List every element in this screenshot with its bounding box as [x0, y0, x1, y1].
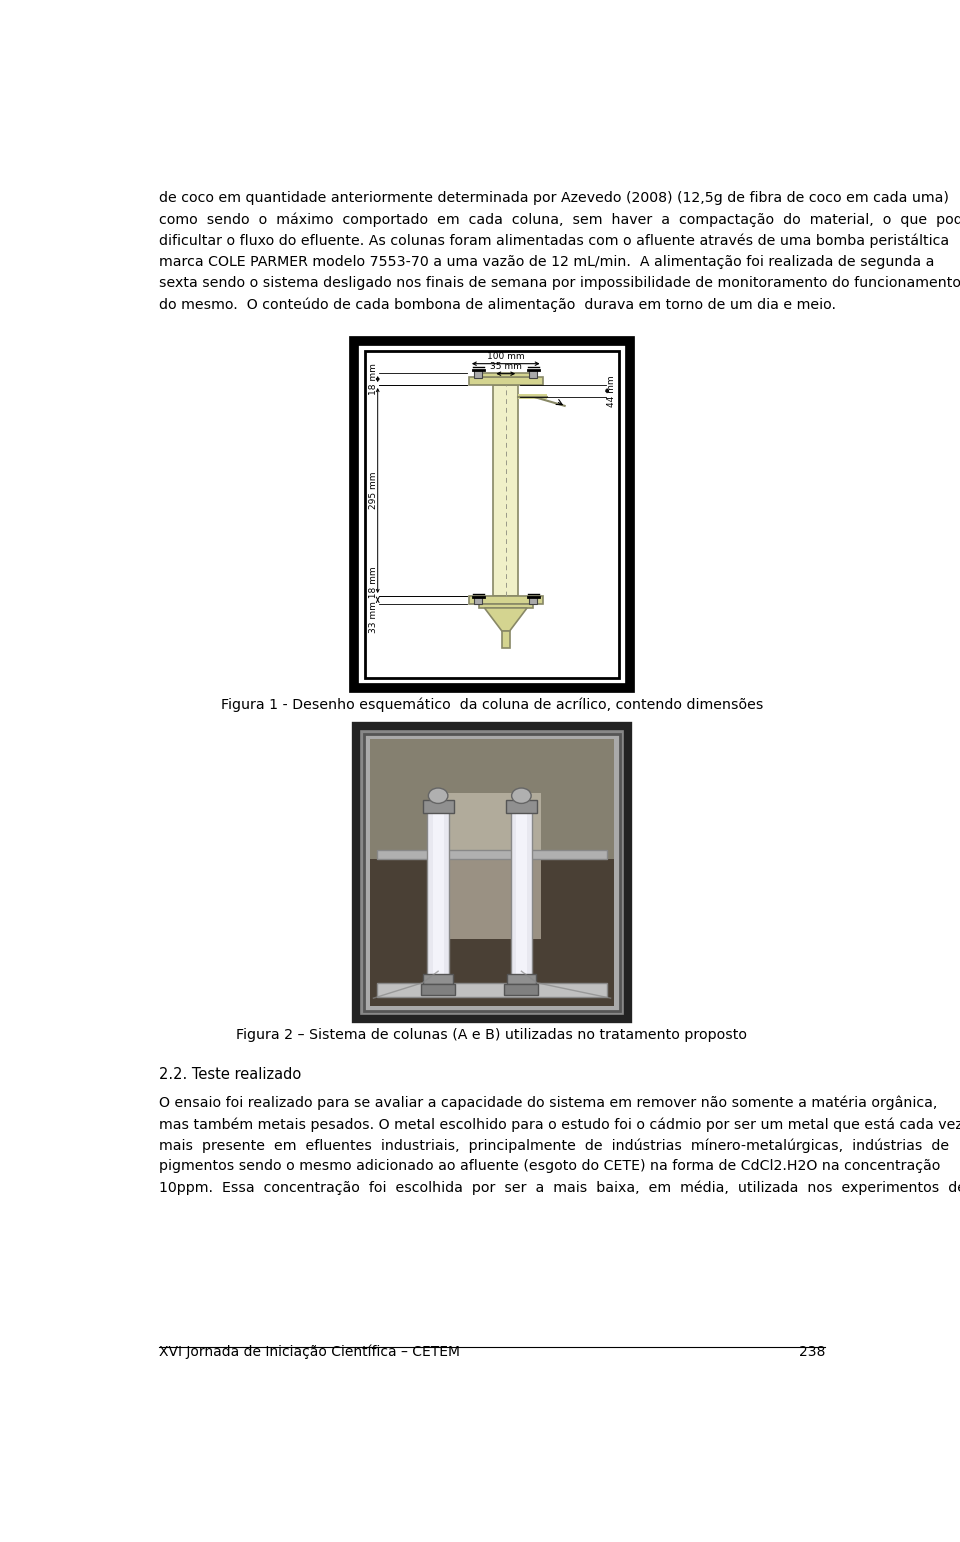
Bar	[474, 597, 482, 604]
Bar	[511, 810, 532, 982]
Polygon shape	[485, 608, 527, 631]
Text: Figura 2 – Sistema de colunas (A e B) utilizadas no tratamento proposto: Figura 2 – Sistema de colunas (A e B) ut…	[236, 1029, 748, 1042]
Bar	[506, 800, 537, 814]
Bar	[423, 973, 453, 984]
Bar	[364, 734, 620, 1012]
Text: dificultar o fluxo do efluente. As colunas foram alimentadas com o afluente atra: dificultar o fluxo do efluente. As colun…	[158, 233, 948, 248]
Bar	[370, 740, 614, 859]
Bar	[427, 810, 449, 982]
Text: Figura 1 - Desenho esquemático  da coluna de acrílico, contendo dimensões: Figura 1 - Desenho esquemático da coluna…	[221, 697, 763, 711]
Bar	[421, 984, 455, 995]
Text: de coco em quantidade anteriormente determinada por Azevedo (2008) (12,5g de fib: de coco em quantidade anteriormente dete…	[158, 191, 948, 205]
Text: O ensaio foi realizado para se avaliar a capacidade do sistema em remover não so: O ensaio foi realizado para se avaliar a…	[158, 1096, 937, 1110]
Text: 10ppm.  Essa  concentração  foi  escolhida  por  ser  a  mais  baixa,  em  média: 10ppm. Essa concentração foi escolhida p…	[158, 1181, 960, 1195]
Bar	[479, 373, 533, 378]
Bar	[443, 793, 541, 939]
Bar	[529, 597, 538, 604]
Text: 35 mm: 35 mm	[490, 362, 521, 370]
Text: 18 mm: 18 mm	[369, 364, 377, 395]
Text: 2.2. Teste realizado: 2.2. Teste realizado	[158, 1067, 301, 1081]
Bar	[507, 973, 536, 984]
Bar	[433, 810, 444, 982]
Text: 44 mm: 44 mm	[608, 375, 616, 407]
Text: pigmentos sendo o mesmo adicionado ao afluente (esgoto do CETE) na forma de CdCl: pigmentos sendo o mesmo adicionado ao af…	[158, 1160, 940, 1173]
Bar	[479, 603, 533, 608]
Text: 100 mm: 100 mm	[487, 352, 524, 361]
Bar	[377, 982, 607, 996]
Text: 238: 238	[799, 1345, 826, 1359]
Text: sexta sendo o sistema desligado nos finais de semana por impossibilidade de moni: sexta sendo o sistema desligado nos fina…	[158, 276, 960, 290]
Ellipse shape	[512, 788, 531, 803]
Ellipse shape	[428, 788, 448, 803]
Bar	[516, 810, 527, 982]
Bar	[518, 395, 547, 399]
Bar	[504, 984, 539, 995]
Bar	[468, 378, 542, 386]
Bar	[474, 370, 482, 378]
Text: 295 mm: 295 mm	[369, 472, 377, 509]
Text: XVI Jornada de Iniciação Científica – CETEM: XVI Jornada de Iniciação Científica – CE…	[158, 1345, 460, 1359]
Bar	[502, 631, 510, 648]
Text: do mesmo.  O conteúdo de cada bombona de alimentação  durava em torno de um dia : do mesmo. O conteúdo de cada bombona de …	[158, 298, 836, 311]
Bar	[370, 740, 614, 1005]
Bar	[354, 341, 630, 688]
Text: como  sendo  o  máximo  comportado  em  cada  coluna,  sem  haver  a  compactaçã: como sendo o máximo comportado em cada c…	[158, 213, 960, 227]
Bar	[377, 850, 607, 859]
Bar	[493, 386, 518, 595]
Bar	[529, 370, 538, 378]
Text: mais  presente  em  efluentes  industriais,  principalmente  de  indústrias  mín: mais presente em efluentes industriais, …	[158, 1138, 948, 1153]
Text: marca COLE PARMER modelo 7553-70 a uma vazão de 12 mL/min.  A alimentação foi re: marca COLE PARMER modelo 7553-70 a uma v…	[158, 254, 934, 268]
Bar	[468, 595, 542, 603]
Text: 33 mm 18 mm: 33 mm 18 mm	[369, 566, 377, 634]
Bar	[422, 800, 454, 814]
Bar	[365, 352, 619, 678]
Text: mas também metais pesados. O metal escolhido para o estudo foi o cádmio por ser : mas também metais pesados. O metal escol…	[158, 1116, 960, 1132]
Bar	[356, 726, 628, 1019]
